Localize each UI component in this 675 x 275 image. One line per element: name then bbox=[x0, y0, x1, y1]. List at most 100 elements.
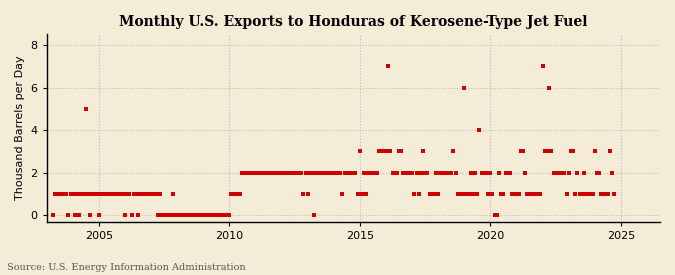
Point bbox=[331, 170, 342, 175]
Point bbox=[406, 170, 417, 175]
Point bbox=[141, 192, 152, 196]
Point bbox=[57, 192, 68, 196]
Point bbox=[396, 149, 406, 154]
Point bbox=[233, 192, 244, 196]
Point bbox=[470, 170, 481, 175]
Point bbox=[135, 192, 146, 196]
Point bbox=[474, 128, 485, 132]
Point bbox=[278, 170, 289, 175]
Point bbox=[119, 213, 130, 218]
Point bbox=[426, 192, 437, 196]
Point bbox=[139, 192, 150, 196]
Point bbox=[109, 192, 119, 196]
Point bbox=[337, 192, 348, 196]
Point bbox=[302, 192, 313, 196]
Point bbox=[587, 192, 598, 196]
Point bbox=[200, 213, 211, 218]
Point bbox=[342, 170, 352, 175]
Point bbox=[289, 170, 300, 175]
Point bbox=[228, 192, 239, 196]
Point bbox=[516, 149, 526, 154]
Point bbox=[398, 170, 409, 175]
Point bbox=[356, 192, 367, 196]
Point bbox=[306, 170, 317, 175]
Point bbox=[65, 192, 76, 196]
Point bbox=[144, 192, 155, 196]
Point bbox=[344, 170, 354, 175]
Point bbox=[231, 192, 242, 196]
Point bbox=[424, 192, 435, 196]
Point bbox=[183, 213, 194, 218]
Point bbox=[242, 170, 252, 175]
Point bbox=[252, 170, 263, 175]
Point bbox=[155, 192, 165, 196]
Point bbox=[383, 64, 394, 68]
Point bbox=[287, 170, 298, 175]
Point bbox=[48, 213, 59, 218]
Point bbox=[504, 170, 515, 175]
Point bbox=[207, 213, 217, 218]
Point bbox=[548, 170, 559, 175]
Point bbox=[248, 170, 259, 175]
Point bbox=[256, 170, 267, 175]
Point bbox=[298, 192, 308, 196]
Point bbox=[320, 170, 331, 175]
Point bbox=[485, 170, 495, 175]
Point bbox=[557, 170, 568, 175]
Point bbox=[578, 170, 589, 175]
Point bbox=[415, 170, 426, 175]
Point bbox=[576, 192, 587, 196]
Point bbox=[148, 192, 159, 196]
Point bbox=[359, 170, 370, 175]
Point bbox=[340, 170, 350, 175]
Point bbox=[78, 192, 89, 196]
Point bbox=[411, 170, 422, 175]
Point bbox=[70, 213, 80, 218]
Point bbox=[572, 170, 583, 175]
Point bbox=[591, 170, 602, 175]
Point bbox=[202, 213, 213, 218]
Point bbox=[507, 192, 518, 196]
Point bbox=[76, 192, 87, 196]
Point bbox=[350, 170, 361, 175]
Point bbox=[161, 213, 171, 218]
Point bbox=[276, 170, 287, 175]
Point bbox=[50, 192, 61, 196]
Point bbox=[172, 213, 183, 218]
Point bbox=[126, 213, 137, 218]
Point bbox=[209, 213, 219, 218]
Point bbox=[328, 170, 339, 175]
Point bbox=[429, 192, 439, 196]
Point bbox=[392, 170, 402, 175]
Point bbox=[441, 170, 452, 175]
Point bbox=[479, 170, 489, 175]
Point bbox=[365, 170, 376, 175]
Point bbox=[163, 213, 174, 218]
Point bbox=[117, 192, 128, 196]
Point bbox=[146, 192, 157, 196]
Point bbox=[522, 192, 533, 196]
Point bbox=[52, 192, 63, 196]
Point bbox=[439, 170, 450, 175]
Point bbox=[566, 149, 576, 154]
Point bbox=[89, 192, 100, 196]
Point bbox=[68, 192, 78, 196]
Point bbox=[448, 149, 459, 154]
Point bbox=[304, 170, 315, 175]
Point bbox=[452, 192, 463, 196]
Point bbox=[374, 149, 385, 154]
Point bbox=[589, 149, 600, 154]
Point bbox=[105, 192, 115, 196]
Point bbox=[379, 149, 389, 154]
Point bbox=[533, 192, 543, 196]
Point bbox=[315, 170, 326, 175]
Point bbox=[450, 170, 461, 175]
Point bbox=[381, 149, 392, 154]
Point bbox=[420, 170, 431, 175]
Point bbox=[539, 149, 550, 154]
Point bbox=[491, 213, 502, 218]
Point bbox=[113, 192, 124, 196]
Point bbox=[296, 170, 306, 175]
Point bbox=[400, 170, 411, 175]
Point bbox=[157, 213, 167, 218]
